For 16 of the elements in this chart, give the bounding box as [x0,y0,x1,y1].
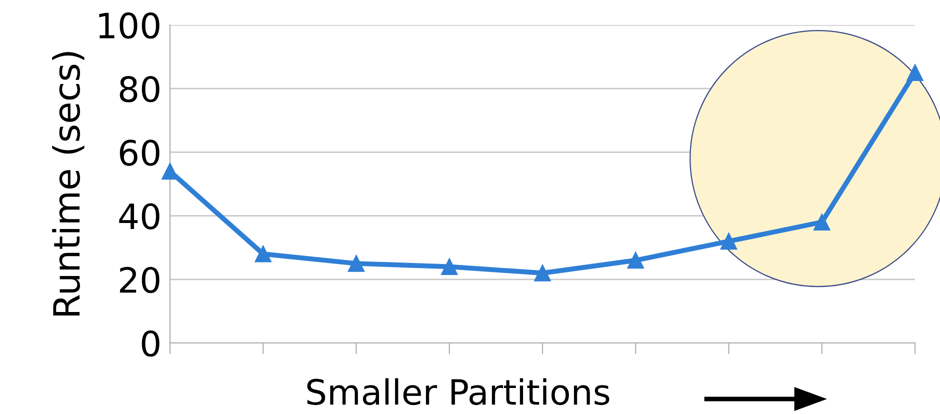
y-tick-label: 80 [120,76,160,102]
x-axis-title: Smaller Partitions [307,378,610,406]
y-axis-title: Runtime (secs) [52,52,84,316]
point [627,252,644,269]
y-tick-label: 0 [142,330,160,357]
y-tick-label: 40 [119,203,160,230]
point [534,264,551,282]
point [348,255,365,272]
y-tick-label: 60 [120,140,160,166]
point [720,232,738,250]
y-tick-label: 20 [120,266,160,294]
point [814,214,830,230]
point [254,246,272,262]
y-tick-label: 100 [99,12,160,39]
point [906,64,924,82]
point [441,258,458,276]
